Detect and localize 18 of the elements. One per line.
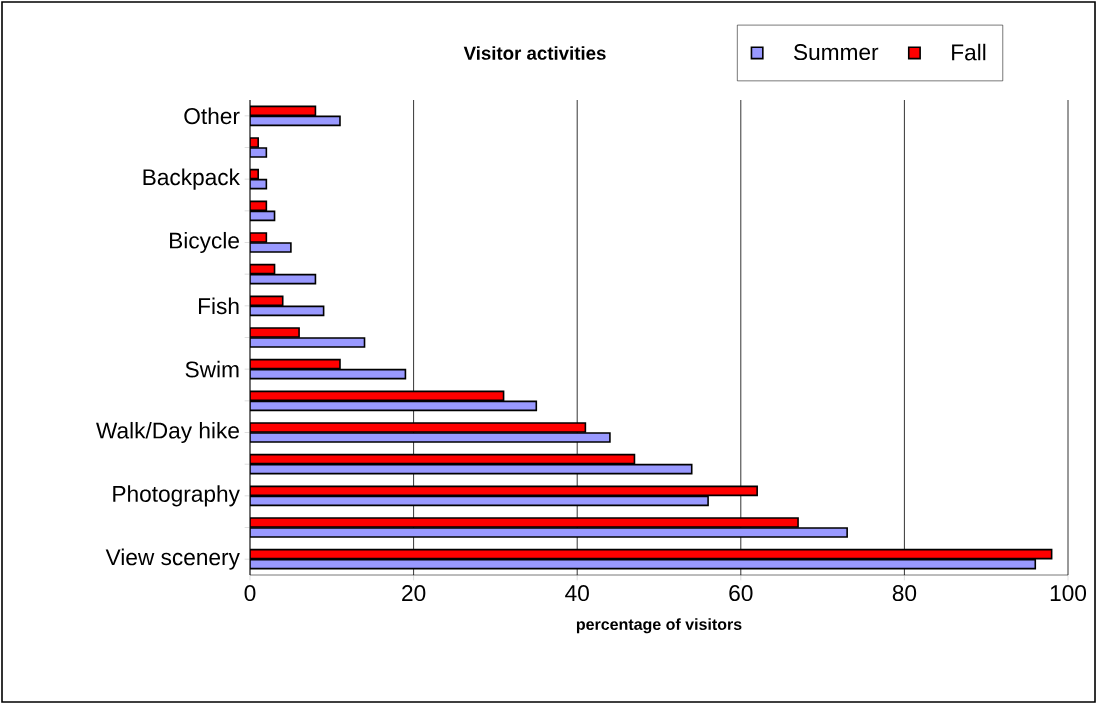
x-tick-label: 40 xyxy=(565,585,589,602)
x-tick-label: 60 xyxy=(729,585,753,602)
y-tick-label: View scenery xyxy=(105,548,240,570)
legend-label: Fall xyxy=(952,43,986,61)
y-tick-label: Bicycle xyxy=(170,231,239,254)
x-axis-title: percentage of visitors xyxy=(576,618,742,634)
y-tick-label: Backpack xyxy=(143,168,240,190)
y-tick-label: Walk/Day hike xyxy=(96,421,239,444)
y-tick-label: Other xyxy=(184,107,240,125)
chart-title: Visitor activities xyxy=(463,46,606,60)
y-tick-label: Fish xyxy=(199,297,239,315)
x-tick-label: 20 xyxy=(402,585,426,602)
y-tick-label: Swim xyxy=(185,360,239,378)
x-tick-label: 0 xyxy=(244,585,256,602)
legend-label: Summer xyxy=(793,44,879,61)
x-tick-label: 80 xyxy=(892,585,917,602)
x-tick-label: 100 xyxy=(1050,585,1087,602)
y-tick-label: Photography xyxy=(113,485,240,507)
